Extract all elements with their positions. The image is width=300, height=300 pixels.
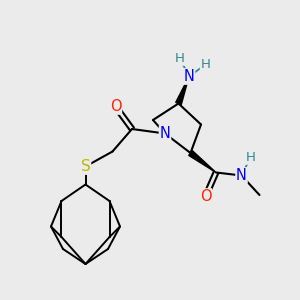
Text: N: N (236, 168, 247, 183)
Text: H: H (201, 58, 210, 71)
Text: H: H (246, 151, 255, 164)
Text: N: N (184, 69, 194, 84)
Text: N: N (160, 126, 170, 141)
Polygon shape (176, 76, 189, 105)
Text: H: H (175, 52, 185, 65)
Text: O: O (110, 99, 121, 114)
Text: O: O (200, 189, 211, 204)
Polygon shape (189, 151, 216, 172)
Text: S: S (81, 159, 90, 174)
